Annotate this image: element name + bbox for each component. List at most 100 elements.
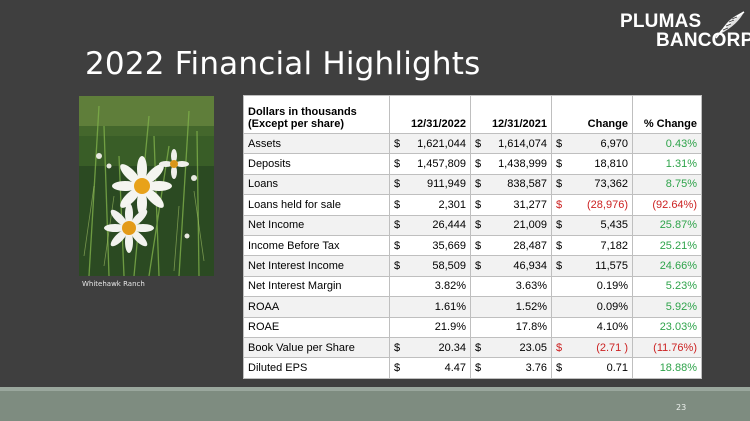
value-text: 23.05 — [519, 341, 547, 354]
value-text: 3.63% — [515, 280, 547, 293]
value-text: 1,438,999 — [498, 158, 547, 171]
table-row: ROAA 1.61% 1.52% 0.09% 5.92% — [243, 296, 702, 318]
value-text: 2,301 — [438, 198, 466, 211]
value-cell: 4.10% — [551, 316, 633, 338]
value-text: 4.47 — [444, 361, 466, 374]
value-text: 26,444 — [432, 219, 466, 232]
header-label-line2: (Except per share) — [248, 118, 344, 130]
financial-table: Dollars in thousands (Except per share) … — [243, 95, 702, 379]
page-number: 23 — [676, 403, 687, 412]
value-text: 20.34 — [438, 341, 466, 354]
dollar-sign: $ — [394, 361, 401, 374]
photo-caption: Whitehawk Ranch — [82, 280, 145, 288]
value-text: 35,669 — [432, 239, 466, 252]
value-cell: 0.09% — [551, 296, 633, 318]
value-cell: $1,614,074 — [470, 132, 552, 155]
dollar-sign: $ — [556, 219, 563, 232]
value-cell: $26,444 — [389, 214, 471, 236]
dollar-sign: $ — [556, 361, 563, 374]
value-text: 3.76 — [525, 361, 547, 374]
value-text: 0.09% — [596, 300, 628, 313]
dollar-sign: $ — [556, 158, 563, 171]
value-text: 58,509 — [432, 260, 466, 273]
pct-change-cell: 0.43% — [632, 132, 702, 155]
header-col-2022: 12/31/2022 — [389, 95, 471, 134]
value-cell: $46,934 — [470, 255, 552, 277]
header-col-pct-change: % Change — [632, 95, 702, 134]
feather-logo-icon — [715, 11, 745, 39]
value-cell: $1,438,999 — [470, 153, 552, 175]
value-text: 0.71 — [606, 361, 628, 374]
logo-word-1: PLUMAS — [620, 11, 702, 32]
value-text: 7,182 — [600, 239, 628, 252]
dollar-sign: $ — [556, 260, 563, 273]
value-cell: $ (2.71 ) — [551, 336, 633, 359]
row-label: Loans — [243, 173, 390, 196]
dollar-sign: $ — [394, 260, 401, 273]
header-label: Dollars in thousands (Except per share) — [243, 95, 390, 134]
value-text: 1.61% — [434, 300, 466, 313]
value-text: 911,949 — [427, 178, 466, 191]
pct-change-cell: (11.76%) — [632, 336, 702, 359]
pct-change-cell: 18.88% — [632, 357, 702, 379]
value-cell: $6,970 — [551, 132, 633, 155]
row-label: Net Interest Income — [243, 255, 390, 277]
value-cell: 3.82% — [389, 275, 471, 298]
value-text: 1,614,074 — [498, 137, 547, 150]
value-cell: $23.05 — [470, 336, 552, 359]
table-row: Assets $1,621,044 $1,614,074 $6,970 0.43% — [243, 132, 702, 155]
value-text: 4.10% — [596, 321, 628, 334]
value-text: 11,575 — [595, 260, 628, 273]
table-row: ROAE 21.9% 17.8% 4.10% 23.03% — [243, 316, 702, 338]
value-text: (2.71 ) — [596, 341, 628, 354]
row-label: ROAE — [243, 316, 390, 338]
value-text: 46,934 — [513, 260, 547, 273]
value-text: 5,435 — [600, 219, 628, 232]
dollar-sign: $ — [394, 178, 401, 191]
dollar-sign: $ — [394, 341, 401, 354]
dollar-sign: $ — [475, 239, 482, 252]
dollar-sign: $ — [475, 158, 482, 171]
value-cell: $5,435 — [551, 214, 633, 236]
header-col-2021: 12/31/2021 — [470, 95, 552, 134]
value-text: 31,277 — [513, 198, 547, 211]
value-cell: $1,457,809 — [389, 153, 471, 175]
value-text: (28,976) — [587, 198, 628, 211]
pct-change-cell: 5.92% — [632, 296, 702, 318]
logo-word-2: BANCORP — [656, 30, 750, 51]
value-text: 0.19% — [596, 280, 628, 293]
value-cell: 17.8% — [470, 316, 552, 338]
table-row: Net Interest Income $58,509 $46,934 $11,575… — [243, 255, 702, 277]
value-cell: $18,810 — [551, 153, 633, 175]
value-text: 17.8% — [515, 321, 547, 334]
value-cell: $21,009 — [470, 214, 552, 236]
dollar-sign: $ — [475, 178, 482, 191]
value-text: 6,970 — [600, 137, 628, 150]
value-cell: $838,587 — [470, 173, 552, 196]
company-logo: PLUMAS BANCORP — [620, 10, 750, 51]
dollar-sign: $ — [556, 178, 563, 191]
pct-change-cell: 23.03% — [632, 316, 702, 338]
value-text: 73,362 — [594, 178, 628, 191]
dollar-sign: $ — [394, 158, 401, 171]
value-cell: 1.61% — [389, 296, 471, 318]
value-cell: $31,277 — [470, 194, 552, 216]
dollar-sign: $ — [394, 219, 401, 232]
dollar-sign: $ — [475, 361, 482, 374]
value-text: 1.52% — [515, 300, 547, 313]
value-text: 28,487 — [513, 239, 547, 252]
row-label: Diluted EPS — [243, 357, 390, 379]
page-title: 2022 Financial Highlights — [85, 46, 481, 82]
table-row: Deposits $1,457,809 $1,438,999 $18,810 1.31% — [243, 153, 702, 175]
footer-bar — [0, 387, 750, 421]
table-row: Diluted EPS $4.47 $3.76 $0.71 18.88% — [243, 357, 702, 379]
row-label: Income Before Tax — [243, 234, 390, 257]
table-row: Book Value per Share $20.34 $23.05 $ (2.71 )… — [243, 336, 702, 359]
value-cell: $4.47 — [389, 357, 471, 379]
value-cell: $2,301 — [389, 194, 471, 216]
row-label: Book Value per Share — [243, 336, 390, 359]
daisy-photo — [79, 96, 214, 276]
dollar-sign: $ — [475, 198, 482, 211]
value-cell: $0.71 — [551, 357, 633, 379]
dollar-sign: $ — [394, 198, 401, 211]
